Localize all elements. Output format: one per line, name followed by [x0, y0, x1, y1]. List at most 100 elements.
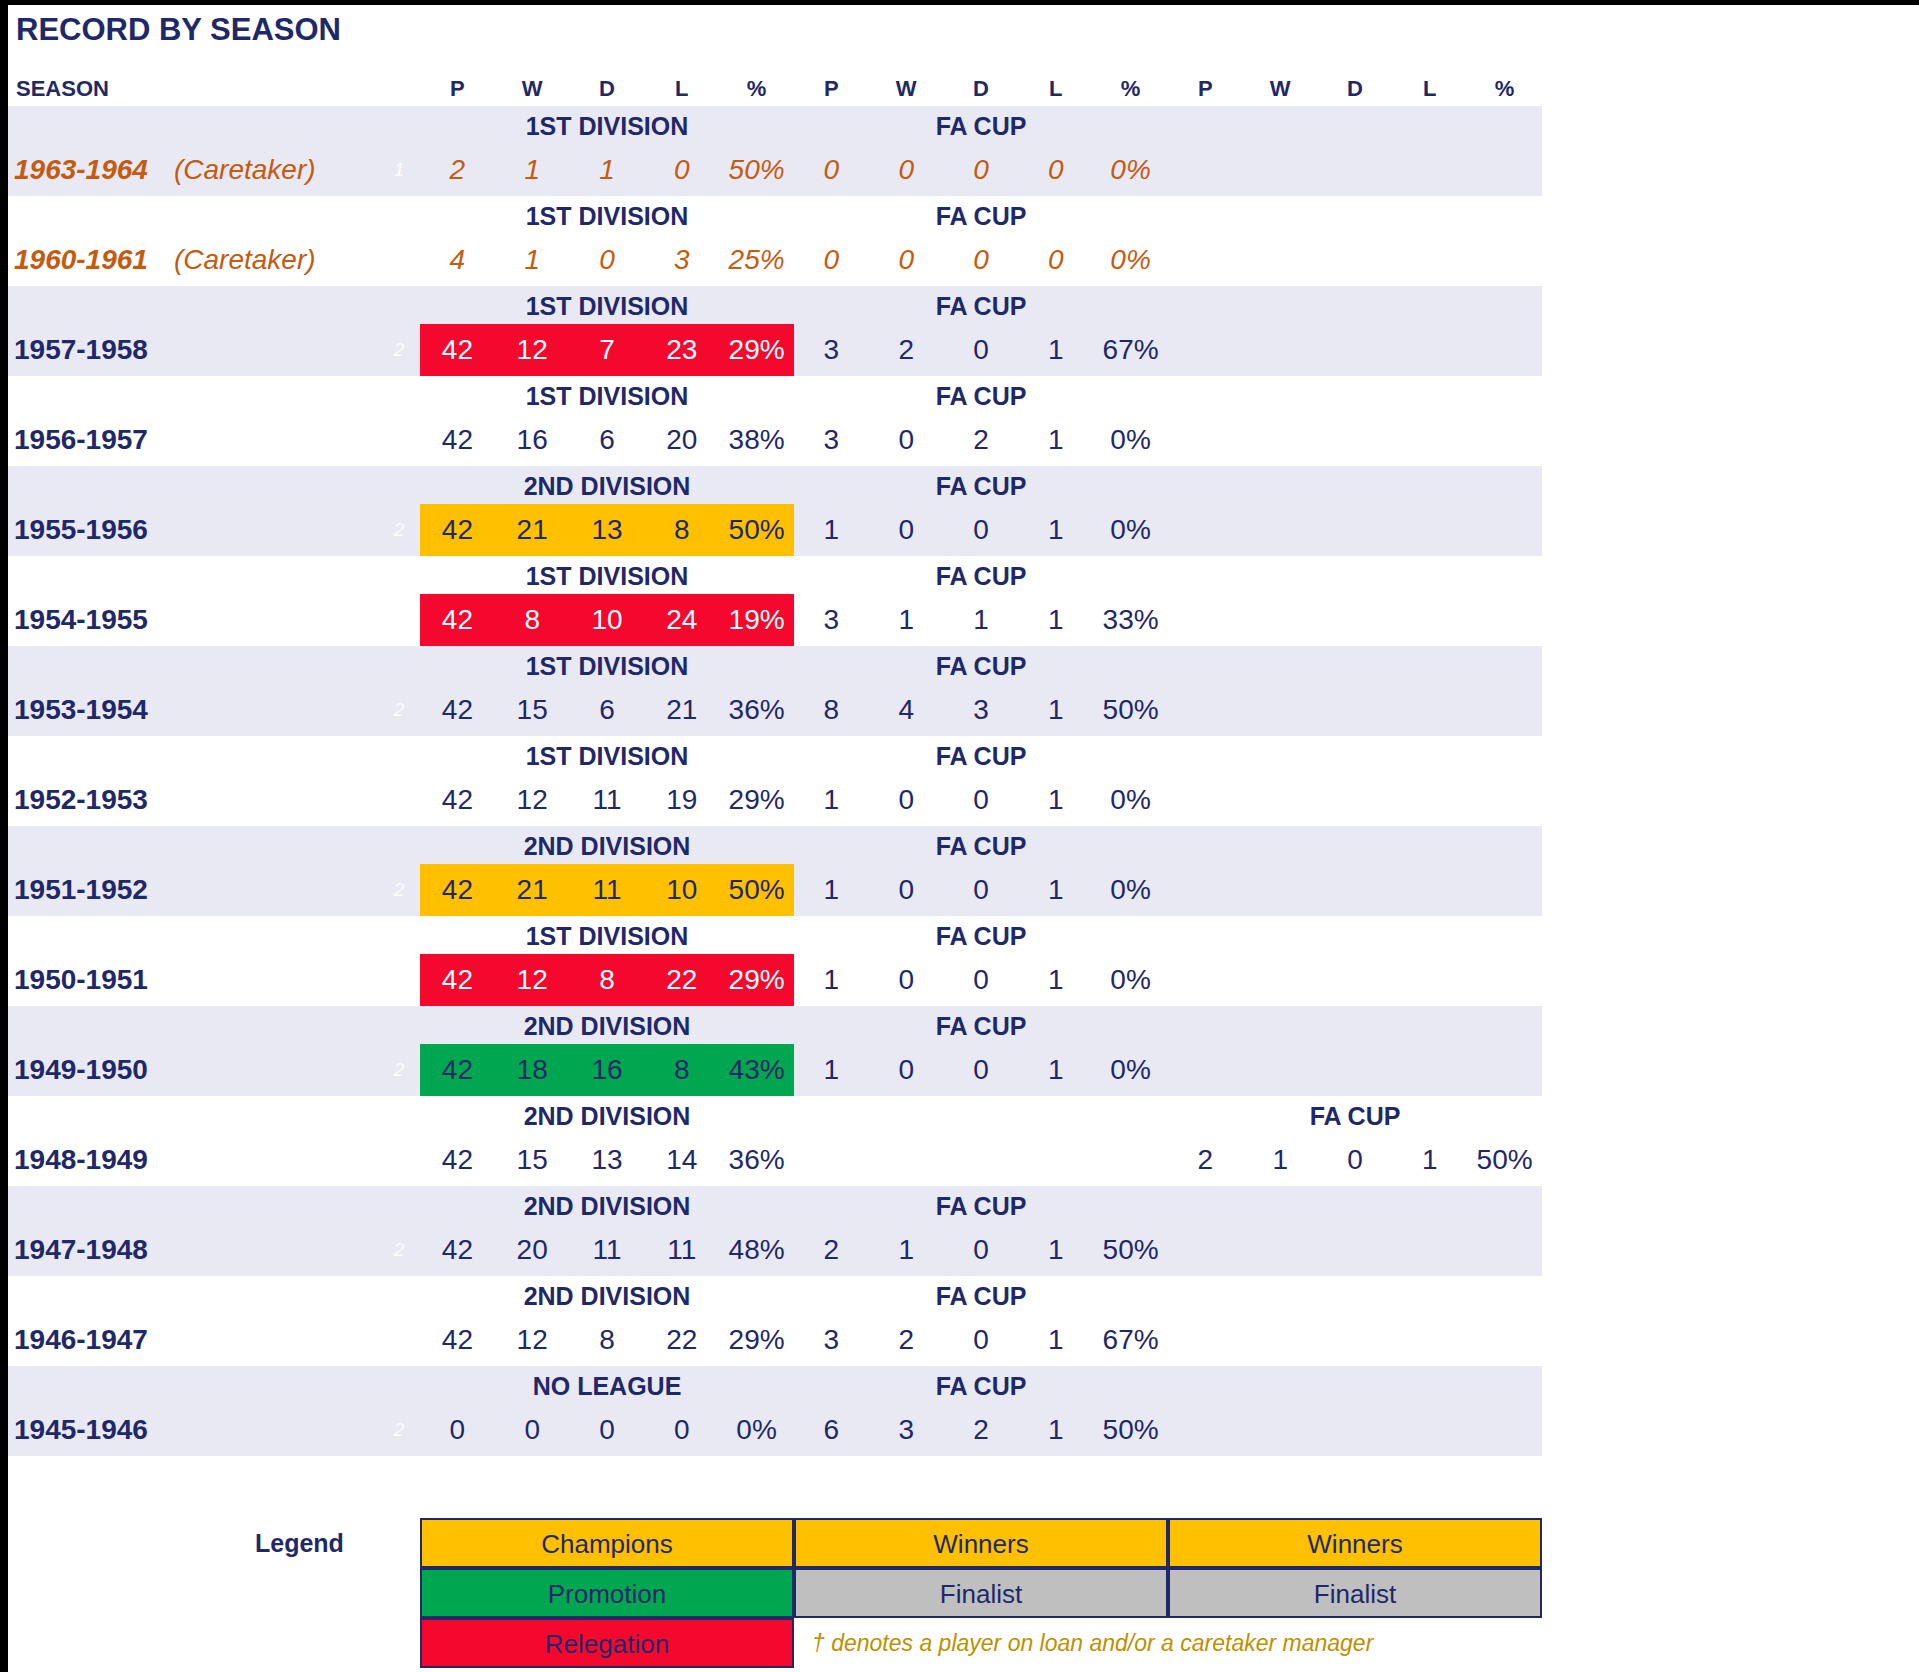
season-label: 1948-1949: [14, 1134, 148, 1186]
stat-cell: [1318, 324, 1393, 376]
stat-cell: [1243, 324, 1318, 376]
stat-cell: [1318, 1314, 1393, 1366]
stat-cell: [1168, 1314, 1243, 1366]
stat-cell: [1093, 1134, 1168, 1186]
stat-cell: 1: [1018, 864, 1093, 916]
stat-cell: 0%: [1093, 414, 1168, 466]
division-label: NO LEAGUE: [420, 1366, 794, 1404]
season-label: 1945-1946: [14, 1404, 148, 1456]
season-block: 1ST DIVISIONFA CUP1960-1961(Caretaker)14…: [8, 196, 1542, 286]
stat-cell: 0: [869, 414, 944, 466]
column-header-l-group1: L: [644, 75, 719, 103]
stat-cell: 14: [644, 1134, 719, 1186]
stat-group-1: 4221111050%: [420, 864, 794, 916]
stat-cell: [1318, 1224, 1393, 1276]
stat-cell: 50%: [719, 144, 794, 196]
stat-cell: 67%: [1093, 1314, 1168, 1366]
stat-cell: [1392, 864, 1467, 916]
stat-cell: 0: [944, 1044, 1019, 1096]
stat-cell: 1: [1243, 1134, 1318, 1186]
season-label: 1950-1951: [14, 954, 148, 1006]
division-label: 1ST DIVISION: [420, 736, 794, 774]
division-label: 2ND DIVISION: [420, 1096, 794, 1134]
stat-group-1: 421282229%: [420, 954, 794, 1006]
stat-cell: 1: [869, 594, 944, 646]
stat-cell: [1243, 1224, 1318, 1276]
stat-group-3: [1168, 1224, 1542, 1276]
stat-group-3: [1168, 594, 1542, 646]
stat-cell: 29%: [719, 774, 794, 826]
stat-group-2: 632150%: [794, 1404, 1168, 1456]
stat-cell: 0: [1018, 144, 1093, 196]
stat-cell: 0: [944, 504, 1019, 556]
stat-cell: [1392, 954, 1467, 1006]
stat-cell: 1: [794, 954, 869, 1006]
division-label: 2ND DIVISION: [420, 1276, 794, 1314]
stat-cell: 8: [644, 1044, 719, 1096]
stat-cell: [1168, 414, 1243, 466]
column-header-w-group1: W: [495, 75, 570, 103]
stat-cell: 0: [869, 234, 944, 286]
stat-cell: [1467, 234, 1542, 286]
stat-cell: [1467, 954, 1542, 1006]
footnote-marker: 2: [386, 1044, 412, 1096]
stat-cell: 12: [495, 1314, 570, 1366]
stat-cell: 8: [794, 684, 869, 736]
stat-cell: 1: [794, 864, 869, 916]
stat-cell: 0: [944, 1224, 1019, 1276]
stat-cell: [1243, 234, 1318, 286]
stat-cell: [1392, 684, 1467, 736]
stat-group-3: [1168, 864, 1542, 916]
stat-cell: 3: [869, 1404, 944, 1456]
stat-cell: 0: [869, 864, 944, 916]
cup-label: FA CUP: [794, 196, 1168, 234]
stat-group-2: 10010%: [794, 864, 1168, 916]
stat-cell: [1243, 774, 1318, 826]
stat-cell: 1: [1018, 774, 1093, 826]
stat-cell: [1243, 504, 1318, 556]
legend-cell-relegation: Relegation: [420, 1618, 794, 1668]
stat-cell: 7: [570, 324, 645, 376]
stat-cell: [1392, 324, 1467, 376]
season-block: 1ST DIVISIONFA CUP1952-19534212111929%10…: [8, 736, 1542, 826]
stat-cell: [1243, 684, 1318, 736]
footnote-marker: 2: [386, 684, 412, 736]
stat-cell: [1392, 594, 1467, 646]
division-label: 1ST DIVISION: [420, 286, 794, 324]
stat-cell: 1: [1018, 414, 1093, 466]
stat-cell: 42: [420, 1134, 495, 1186]
season-label: 1955-1956: [14, 504, 148, 556]
page-title: RECORD BY SEASON: [16, 12, 341, 48]
stat-group-2: 210150%: [794, 1224, 1168, 1276]
legend-title: Legend: [255, 1518, 405, 1568]
stat-cell: 42: [420, 594, 495, 646]
stat-cell: [1168, 864, 1243, 916]
stat-cell: [1243, 1044, 1318, 1096]
stat-cell: [1318, 594, 1393, 646]
column-header-d-group1: D: [570, 75, 645, 103]
stat-cell: 0: [869, 954, 944, 1006]
stat-cell: 33%: [1093, 594, 1168, 646]
screen-edge-left: [0, 0, 8, 1672]
stat-cell: [1168, 1404, 1243, 1456]
stat-cell: 3: [794, 594, 869, 646]
stat-cell: [1243, 1404, 1318, 1456]
season-block: 2ND DIVISIONFA CUP1948-19494215131436%21…: [8, 1096, 1542, 1186]
stat-group-1: 211050%: [420, 144, 794, 196]
stat-cell: [1018, 1134, 1093, 1186]
column-header-season: SEASON: [16, 75, 109, 103]
stat-cell: [1243, 954, 1318, 1006]
season-block: 2ND DIVISIONFA CUP1949-19502421816843%10…: [8, 1006, 1542, 1096]
stat-cell: 0: [869, 774, 944, 826]
stat-cell: 19%: [719, 594, 794, 646]
stat-cell: [1467, 1224, 1542, 1276]
stat-cell: 42: [420, 324, 495, 376]
season-label: 1957-1958: [14, 324, 148, 376]
season-block: NO LEAGUEFA CUP1945-1946200000%632150%: [8, 1366, 1542, 1456]
stat-group-3: [1168, 414, 1542, 466]
stat-cell: 38%: [719, 414, 794, 466]
legend-cell-finalist: Finalist: [794, 1568, 1168, 1618]
stat-cell: [1318, 954, 1393, 1006]
stat-cell: 16: [495, 414, 570, 466]
stat-group-1: 4220111148%: [420, 1224, 794, 1276]
